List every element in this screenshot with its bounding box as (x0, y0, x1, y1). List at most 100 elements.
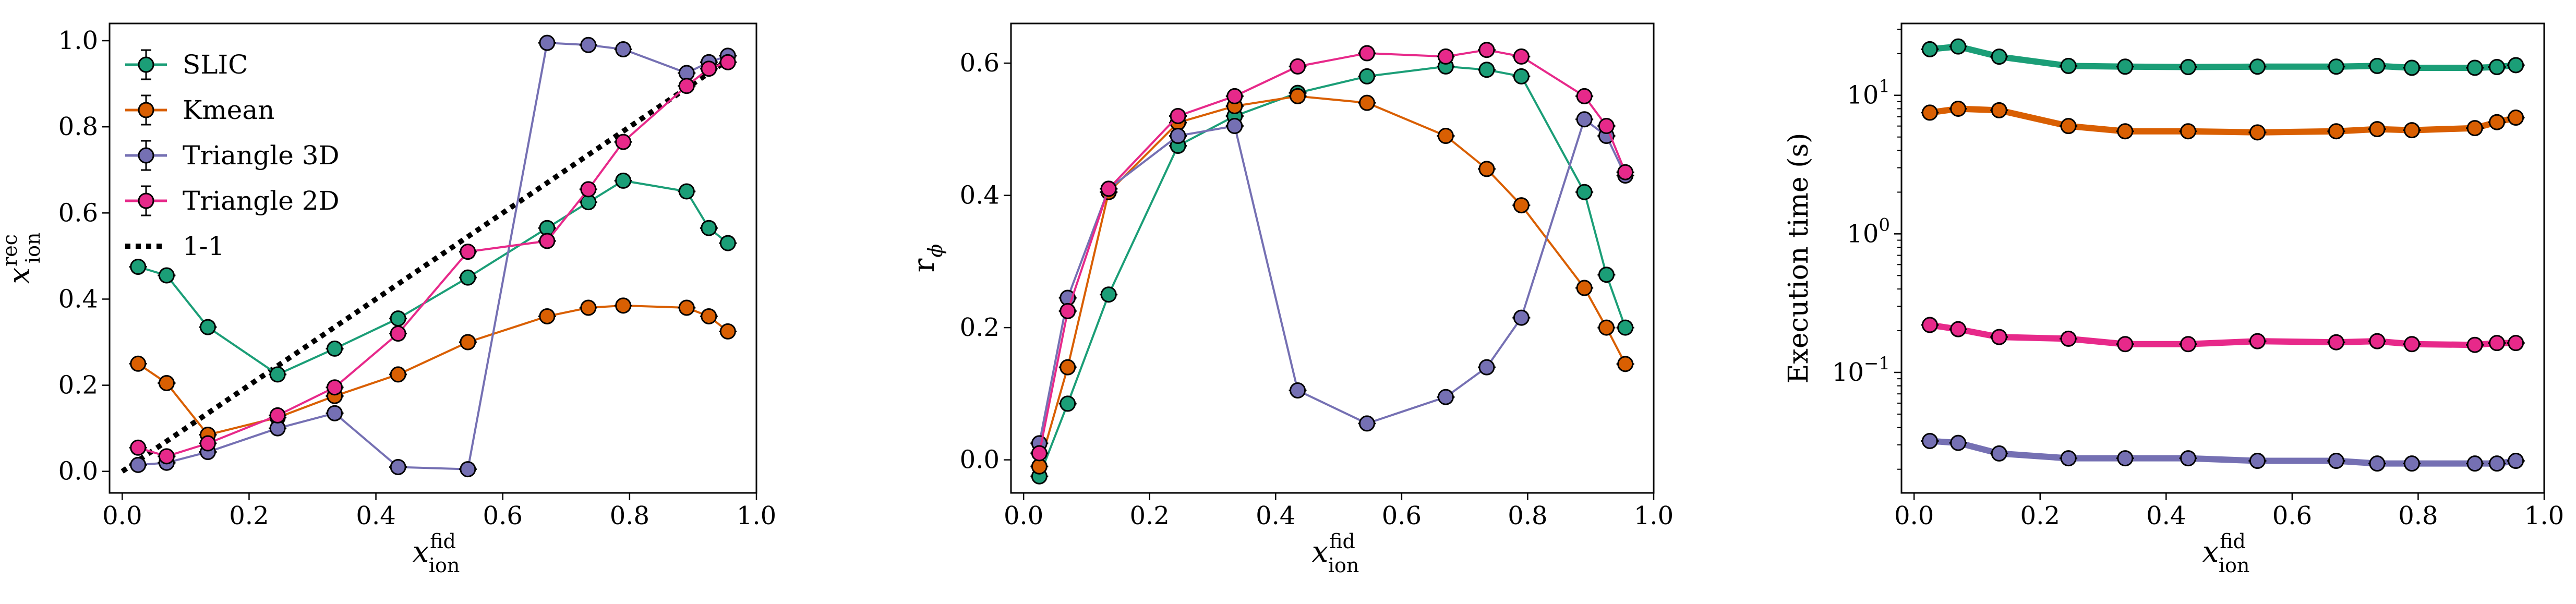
data-point-slic (460, 269, 476, 286)
y-tick-label: 0.2 (58, 371, 98, 400)
data-point-kmean (2369, 121, 2386, 138)
legend-label: 1-1 (183, 231, 225, 261)
x-tick-label: 0.2 (2020, 501, 2060, 530)
data-point-slic (701, 220, 717, 236)
data-point-triangle-3d (2117, 450, 2134, 467)
data-point-triangle-3d (2466, 455, 2483, 472)
series-group (1921, 38, 2525, 472)
x-axis-label: xfid ion (413, 530, 460, 577)
series-line-triangle-2d (1038, 49, 1627, 454)
data-point-triangle-2d (1921, 317, 1938, 333)
legend-item-1-1: 1-1 (125, 231, 225, 261)
x-tick-label: 1.0 (1634, 501, 1674, 530)
data-point-slic (719, 235, 736, 251)
data-point-kmean (615, 297, 632, 314)
y-tick-label: 10−1 (1832, 353, 1890, 387)
data-point-triangle-2d (460, 244, 476, 260)
data-point-triangle-3d (2249, 453, 2266, 469)
data-point-triangle-2d (1060, 303, 1076, 319)
x-axis-label: xfid ion (2202, 530, 2250, 577)
data-point-triangle-3d (2369, 455, 2386, 472)
data-point-triangle-3d (615, 41, 632, 58)
data-point-slic (199, 319, 216, 335)
data-point-triangle-2d (2328, 334, 2344, 351)
data-point-triangle-2d (1100, 180, 1117, 197)
data-point-triangle-3d (460, 461, 476, 478)
data-point-kmean (701, 308, 717, 324)
data-point-kmean (1617, 356, 1634, 372)
axes-frame (109, 22, 757, 494)
data-point-slic (2328, 58, 2344, 75)
data-point-triangle-3d (1950, 434, 1967, 451)
data-point-triangle-3d (580, 37, 597, 53)
data-point-kmean (1991, 102, 2007, 118)
y-tick-label: 0.6 (58, 198, 98, 227)
data-point-triangle-2d (199, 435, 216, 452)
data-point-kmean (130, 355, 147, 372)
y-tick-label: 100 (1847, 214, 1890, 248)
data-point-triangle-3d (1991, 445, 2007, 462)
data-point-triangle-3d (1921, 432, 1938, 449)
data-point-triangle-3d (1576, 111, 1593, 128)
data-point-triangle-2d (1437, 48, 1454, 65)
data-point-slic (615, 172, 632, 189)
data-point-triangle-2d (1617, 164, 1634, 180)
data-point-triangle-2d (539, 233, 556, 249)
data-point-triangle-2d (2488, 335, 2505, 352)
axes-frame (1900, 22, 2545, 494)
data-point-triangle-2d (1031, 445, 1048, 462)
data-point-triangle-3d (390, 458, 406, 475)
y-tick-label: 0.0 (58, 457, 98, 486)
data-point-triangle-3d (1290, 382, 1306, 399)
legend-item-slic: SLIC (125, 49, 248, 80)
data-point-kmean (390, 366, 406, 383)
data-point-triangle-2d (678, 78, 695, 94)
x-tick-label: 0.4 (1256, 501, 1295, 530)
data-point-slic (2117, 58, 2134, 75)
data-point-triangle-2d (1598, 117, 1615, 134)
data-point-kmean (2249, 124, 2266, 141)
data-point-triangle-3d (2060, 450, 2077, 467)
data-point-triangle-2d (327, 379, 343, 396)
x-tick-label: 0.6 (1382, 501, 1422, 530)
data-point-triangle-3d (1513, 309, 1530, 326)
y-axis-label: rϕ (907, 244, 947, 273)
data-point-kmean (460, 334, 476, 351)
data-point-slic (2249, 58, 2266, 75)
x-tick-label: 0.8 (2398, 501, 2438, 530)
data-point-triangle-2d (2466, 336, 2483, 353)
y-tick-label: 0.4 (58, 284, 98, 313)
data-point-triangle-3d (1478, 359, 1495, 376)
data-point-slic (1991, 49, 2007, 65)
series-line-slic (1038, 65, 1627, 477)
x-tick-label: 0.6 (2272, 501, 2312, 530)
data-point-kmean (2060, 118, 2077, 135)
data-point-slic (1513, 68, 1530, 84)
data-point-triangle-2d (1991, 329, 2007, 345)
x-tick-label: 0.8 (610, 501, 649, 530)
data-point-slic (2403, 59, 2420, 76)
legend-label: Kmean (183, 95, 274, 125)
y-tick-label: 0.8 (58, 112, 98, 141)
series-line-kmean (1038, 95, 1627, 467)
y-axis-label: xrecion (0, 232, 44, 284)
x-tick-label: 1.0 (737, 501, 776, 530)
data-point-kmean (1598, 319, 1615, 336)
data-point-slic (1598, 267, 1615, 283)
y-tick-label: 1.0 (58, 26, 98, 55)
data-point-slic (1060, 395, 1076, 412)
data-point-triangle-2d (1290, 58, 1306, 75)
data-point-triangle-2d (130, 439, 147, 456)
y-tick-label: 0.6 (960, 49, 1000, 78)
x-tick-label: 0.0 (102, 501, 142, 530)
y-tick-label: 0.0 (960, 445, 1000, 475)
series-line-triangle-2d (1929, 322, 2516, 348)
data-point-triangle-2d (580, 181, 597, 198)
data-point-kmean (1921, 104, 1938, 121)
data-point-kmean (1513, 197, 1530, 214)
data-point-slic (327, 340, 343, 357)
data-point-triangle-3d (539, 34, 556, 51)
series-group (121, 34, 737, 478)
data-point-triangle-2d (2060, 330, 2077, 347)
data-point-triangle-2d (2117, 336, 2134, 353)
